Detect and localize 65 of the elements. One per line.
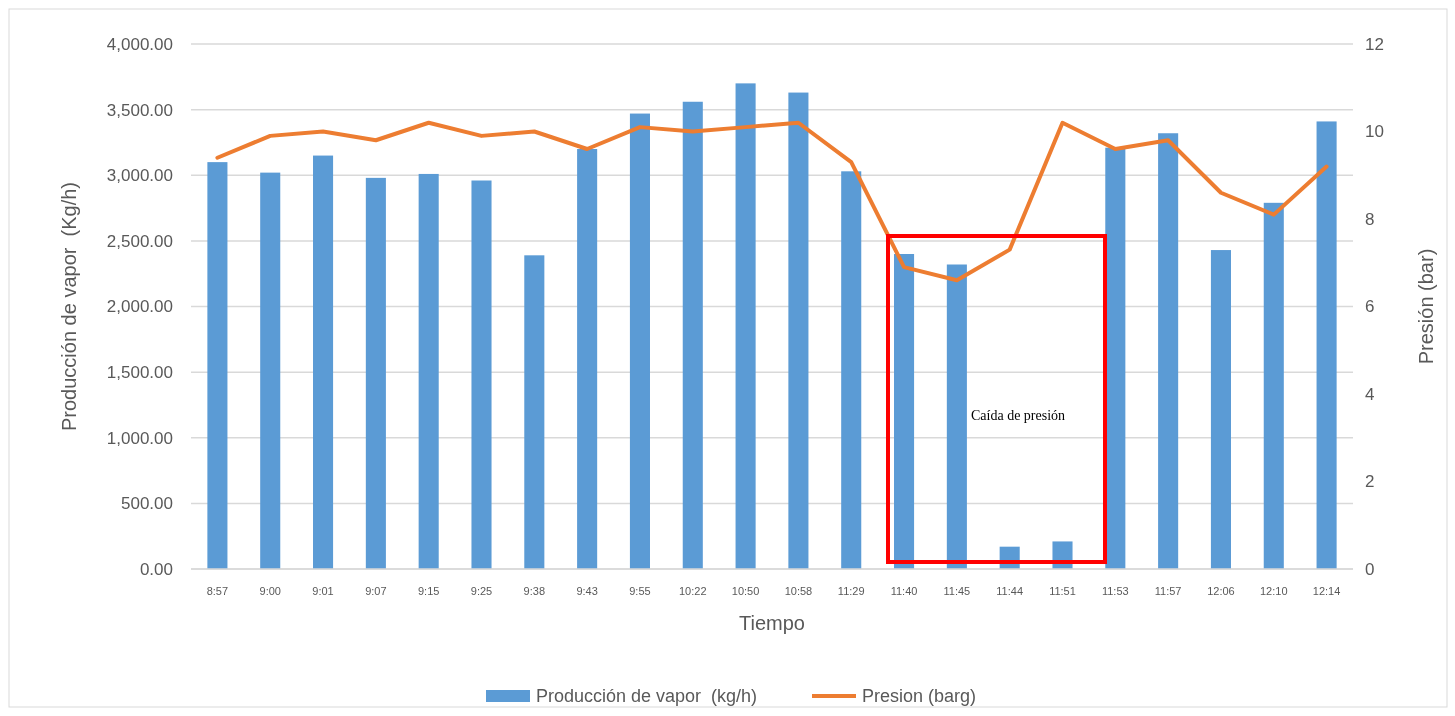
- line-series: [215, 120, 1329, 283]
- bar: [1158, 133, 1179, 569]
- legend-label: Producción de vapor (kg/h): [536, 686, 758, 707]
- y-axis-title: Producción de vapor (Kg/h): [58, 181, 80, 432]
- x-tick-label: 9:55: [629, 585, 651, 597]
- bar: [524, 255, 545, 569]
- x-tick-label: 9:15: [417, 585, 440, 597]
- bar: [1210, 250, 1231, 569]
- y-tick-label: 4,000.00: [106, 34, 173, 54]
- bar: [946, 264, 967, 569]
- y2-tick-label: 0: [1365, 559, 1375, 579]
- y2-tick-label: 10: [1365, 122, 1384, 142]
- bar: [207, 162, 228, 569]
- x-tick-label: 10:22: [679, 585, 707, 597]
- x-tick-label: 9:25: [470, 585, 493, 597]
- y2-tick-label: 4: [1365, 384, 1375, 404]
- x-tick-label: 8:57: [206, 585, 229, 597]
- bar: [471, 180, 492, 569]
- bar: [682, 101, 703, 569]
- bar: [1263, 202, 1284, 569]
- bar: [894, 254, 915, 569]
- y-tick-label: 1,000.00: [106, 428, 173, 448]
- x-tick-label: 11:45: [943, 585, 971, 597]
- bar: [418, 173, 439, 569]
- bar: [1316, 121, 1337, 569]
- bar: [365, 177, 386, 569]
- bar: [313, 155, 334, 569]
- y-tick-label: 2,000.00: [106, 297, 173, 317]
- bar: [1105, 147, 1126, 569]
- x-tick-label: 11:51: [1049, 585, 1076, 597]
- annotation: Caída de presión: [971, 408, 1066, 423]
- x-tick-label: 11:40: [890, 585, 918, 597]
- bar: [629, 113, 650, 569]
- x-tick-label: 12:10: [1260, 585, 1288, 597]
- x-tick-label: 12:14: [1312, 585, 1341, 597]
- x-tick-label: 9:00: [259, 585, 281, 597]
- y2-axis-title: Presión (bar): [1415, 248, 1437, 365]
- x-tick-label: 10:58: [784, 585, 813, 597]
- x-tick-label: 11:29: [837, 585, 865, 597]
- y-tick-label: 3,000.00: [106, 166, 173, 186]
- y2-tick-label: 8: [1365, 209, 1375, 229]
- x-tick-label: 9:01: [312, 585, 334, 597]
- bar: [841, 171, 862, 569]
- y2-tick-label: 2: [1365, 472, 1375, 492]
- bar: [735, 83, 756, 569]
- y-tick-label: 0.00: [139, 559, 173, 579]
- bar: [577, 149, 598, 569]
- y2-tick-label: 12: [1365, 34, 1384, 54]
- y-tick-label: 1,500.00: [106, 363, 173, 383]
- x-tick-label: 12:06: [1207, 585, 1235, 597]
- y2-tick-label: 6: [1365, 297, 1375, 317]
- y-tick-label: 500.00: [121, 494, 173, 514]
- x-tick-label: 9:43: [576, 585, 598, 597]
- x-tick-label: 10:50: [731, 585, 760, 597]
- x-tick-label: 11:57: [1154, 585, 1182, 597]
- x-tick-label: 11:53: [1101, 585, 1129, 597]
- bar: [788, 92, 809, 569]
- x-tick-label: 11:44: [996, 585, 1024, 597]
- x-tick-label: 9:07: [365, 585, 387, 597]
- x-axis-title: Tiempo: [739, 612, 805, 634]
- bar: [260, 172, 281, 569]
- y-tick-label: 3,500.00: [106, 100, 173, 120]
- x-tick-label: 9:38: [523, 585, 546, 597]
- y-tick-label: 2,500.00: [106, 231, 173, 251]
- legend-label: Presion (barg): [862, 686, 977, 707]
